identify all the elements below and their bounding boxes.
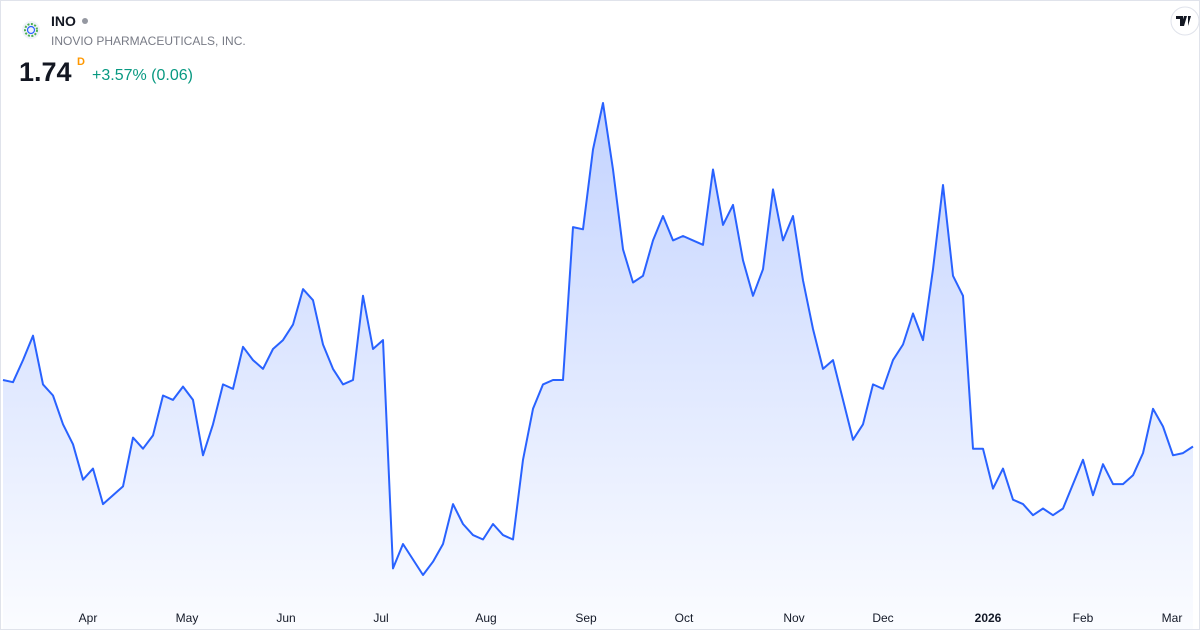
tradingview-logo[interactable] — [1170, 6, 1200, 36]
company-name: INOVIO PHARMACEUTICALS, INC. — [51, 34, 246, 48]
status-dot — [82, 18, 88, 24]
price: 1.74 — [19, 57, 72, 87]
area-fill — [3, 103, 1193, 629]
price-change: +3.57% (0.06) — [92, 67, 193, 84]
symbol-logo — [22, 21, 40, 39]
price-line — [2, 102, 1194, 576]
plot-area: AprMayJunJulAugSepOctNovDec2026FebMar — [2, 102, 1194, 629]
market-flag: D — [77, 56, 85, 68]
ticker: INO — [51, 13, 76, 29]
